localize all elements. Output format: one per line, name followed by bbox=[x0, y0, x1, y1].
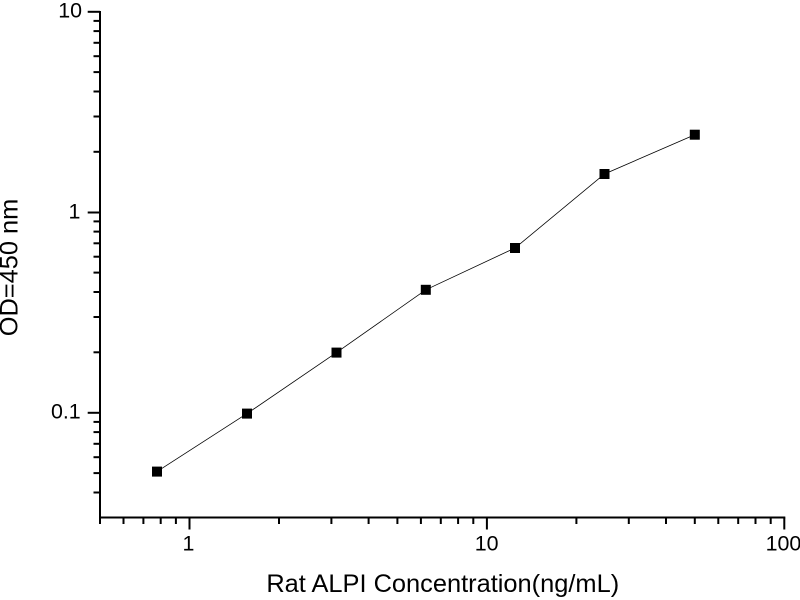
svg-text:1: 1 bbox=[68, 199, 80, 223]
svg-text:1: 1 bbox=[183, 532, 195, 556]
svg-text:0.1: 0.1 bbox=[51, 400, 81, 424]
svg-text:10: 10 bbox=[58, 0, 82, 23]
svg-text:OD=450 nm: OD=450 nm bbox=[0, 199, 24, 337]
svg-text:10: 10 bbox=[475, 532, 499, 556]
svg-text:100: 100 bbox=[766, 532, 800, 556]
svg-text:Rat ALPI Concentration(ng/mL): Rat ALPI Concentration(ng/mL) bbox=[266, 570, 619, 598]
